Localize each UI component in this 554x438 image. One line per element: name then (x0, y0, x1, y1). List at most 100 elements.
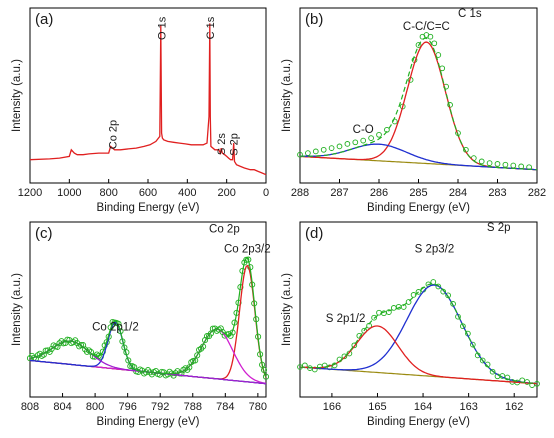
panel-d-data-point (326, 364, 333, 371)
panel-a-xtick-label: 600 (139, 187, 157, 199)
panel-d-data-point (356, 332, 363, 339)
panel-d-xtick-label: 163 (459, 401, 477, 413)
panel-d-data-point (415, 289, 422, 295)
panel-a-label: (a) (35, 11, 53, 28)
panel-b-peak-label: C-C/C=C (403, 21, 450, 33)
panel-d-envelope-line (299, 283, 538, 385)
panel-c-xtick-label: 804 (53, 401, 71, 413)
panel-d-title: S 2p (487, 222, 511, 234)
panel-d-data-point (371, 314, 377, 321)
panel-c-label: (c) (35, 225, 53, 242)
panel-c-title: Co 2p (209, 223, 240, 235)
panel-b-data-point (376, 131, 382, 138)
panel-d-xlabel: Binding Energy (eV) (367, 416, 470, 428)
panel-d-xtick-label: 165 (368, 401, 386, 413)
panel-b-xtick-label: 283 (488, 187, 506, 199)
panel-d-peak-label: S 2p1/2 (326, 313, 366, 325)
panel-d-data-point (386, 309, 392, 315)
panel-c-xtick-label: 800 (86, 401, 104, 413)
panel-b-data-point (352, 139, 359, 146)
panel-d-xtick-label: 162 (505, 401, 523, 413)
panel-c-data-point (194, 352, 201, 359)
panel-c-ylabel: Intensity (a.u.) (11, 273, 23, 346)
panel-b-data-point (336, 143, 343, 150)
panel-b-data-point (478, 158, 485, 165)
panel-d-frame (299, 221, 538, 398)
panel-d-data-point (435, 283, 442, 290)
panel-b-data-point (312, 148, 319, 155)
panel-c-data-point (78, 342, 85, 349)
panel-d-component-s-2p3-2 (299, 284, 538, 385)
panel-b-xtick-label: 287 (330, 187, 348, 199)
panel-b-data-point (320, 146, 327, 153)
panel-b-data-point (415, 42, 422, 48)
panel-c-xtick-label: 788 (184, 401, 202, 413)
panel-c-peak-label: Co 2p1/2 (92, 322, 139, 334)
panel-d-data-point (479, 357, 486, 364)
panel-b-data-point (427, 33, 434, 40)
panel-d-xtick-label: 164 (414, 401, 432, 413)
panel-d-data-point (460, 323, 466, 330)
panel-c-xtick-label: 796 (118, 401, 136, 413)
panel-b-xtick-label: 288 (291, 187, 309, 199)
panel-b-data-point (360, 137, 367, 144)
panel-b-xtick-label: 286 (370, 187, 388, 199)
panel-b-peak-label: C-O (353, 124, 374, 136)
panel-a-peak-label: S 2p (229, 133, 241, 156)
panel-c-envelope-line (29, 256, 267, 378)
panel-b-data-point (297, 151, 303, 158)
panel-d-data-point (469, 341, 476, 348)
panel-d-xtick-label: 166 (323, 401, 341, 413)
panel-c-data-point (186, 364, 193, 371)
panel-a-xlabel: Binding Energy (eV) (97, 202, 200, 214)
panel-b-data-point (368, 135, 374, 141)
panel-b-data-point (305, 150, 311, 156)
panel-b-envelope-line (299, 37, 538, 171)
panel-a-xtick-label: 0 (263, 187, 269, 199)
panel-c-xtick-label: 808 (21, 401, 39, 413)
panel-c-component-co-2p3-2 (29, 264, 267, 380)
panel-b-data-point (431, 40, 438, 47)
panel-d-label: (d) (305, 225, 323, 242)
panel-d-ylabel: Intensity (a.u.) (281, 273, 293, 346)
panel-a-xtick-label: 400 (178, 187, 196, 199)
panel-b-title: C 1s (458, 8, 482, 20)
panel-c-peak-label: Co 2p3/2 (224, 243, 271, 255)
panel-b-data-point (486, 160, 493, 166)
panel-c-frame (29, 221, 267, 398)
panel-d-data-point (376, 309, 382, 316)
panel-b-label: (b) (305, 11, 323, 28)
panel-d-data-point (321, 362, 328, 369)
panel-a-xtick-label: 1000 (57, 187, 81, 199)
panel-a-xtick-label: 200 (217, 187, 235, 199)
panel-d-data-point (341, 353, 348, 360)
panel-b-data-point (494, 161, 501, 167)
panel-b-xtick-label: 282 (528, 187, 546, 199)
panel-a-xtick-label: 800 (99, 187, 117, 199)
panel-c-xtick-label: 792 (151, 401, 169, 413)
panel-b-data-point (435, 52, 442, 58)
panel-b-xtick-label: 285 (409, 187, 427, 199)
panel-b-xlabel: Binding Energy (eV) (367, 202, 470, 214)
panel-c-xlabel: Binding Energy (eV) (97, 416, 200, 428)
panel-c-data-point (152, 367, 159, 375)
panel-d-data-point (489, 368, 496, 375)
panel-c-data-point (262, 373, 270, 380)
panel-d-peak-label: S 2p3/2 (415, 243, 455, 255)
panel-b-data-point (510, 162, 517, 169)
panel-a-peak-label: S 2s (216, 133, 228, 156)
panel-b-data-point (344, 141, 351, 147)
panel-a-peak-label: Co 2p (108, 120, 120, 149)
panel-c-component-co-2p3-2-satellite (29, 328, 267, 385)
panel-b-component-c-c-c-c (299, 41, 538, 171)
panel-b-xtick-label: 284 (449, 187, 467, 199)
panel-d-data-point (405, 299, 412, 305)
panel-c-xtick-label: 784 (216, 401, 234, 413)
panel-a-peak-label: O 1s (157, 16, 169, 40)
panel-c-xtick-label: 780 (249, 401, 267, 413)
panel-a-xtick-label: 1200 (18, 187, 42, 199)
panel-b-data-point (502, 161, 509, 168)
panel-b-ylabel: Intensity (a.u.) (281, 59, 293, 132)
panel-d-data-point (430, 279, 437, 285)
